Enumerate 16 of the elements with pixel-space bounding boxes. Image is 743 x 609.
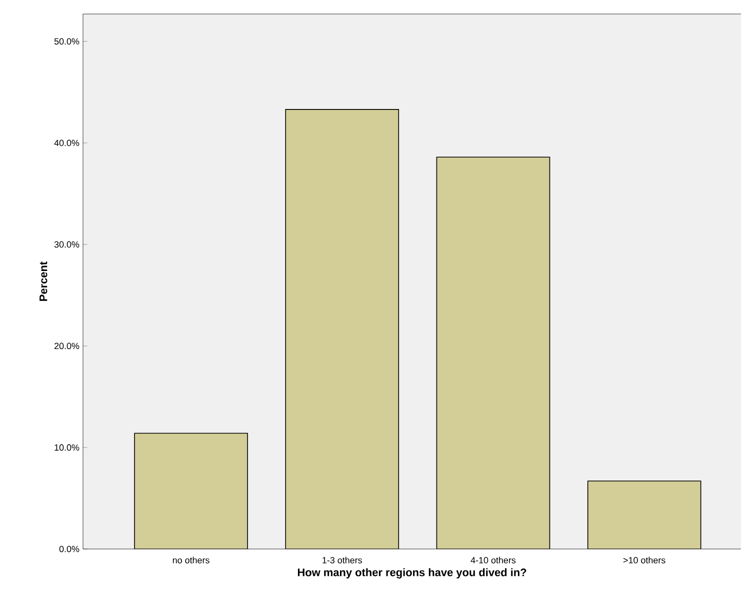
bar <box>587 480 702 549</box>
bar <box>285 109 400 549</box>
y-tick-label: 0.0% <box>59 546 80 552</box>
y-axis-title: Percent <box>40 262 48 301</box>
y-tick-label: 20.0% <box>54 342 80 350</box>
y-tick-label: 10.0% <box>54 444 80 451</box>
bar <box>134 432 248 549</box>
x-tick-label: 1-3 others <box>322 556 362 564</box>
x-axis-title: How many other regions have you dived in? <box>298 568 526 578</box>
x-tick-label: >10 others <box>623 556 666 564</box>
bar <box>436 156 550 549</box>
y-tick-label: 50.0% <box>54 38 80 45</box>
y-tick-label: 40.0% <box>54 140 80 146</box>
x-tick-label: 4-10 others <box>470 556 516 564</box>
y-tick-label: 30.0% <box>54 241 80 248</box>
x-tick-label: no others <box>172 556 210 564</box>
